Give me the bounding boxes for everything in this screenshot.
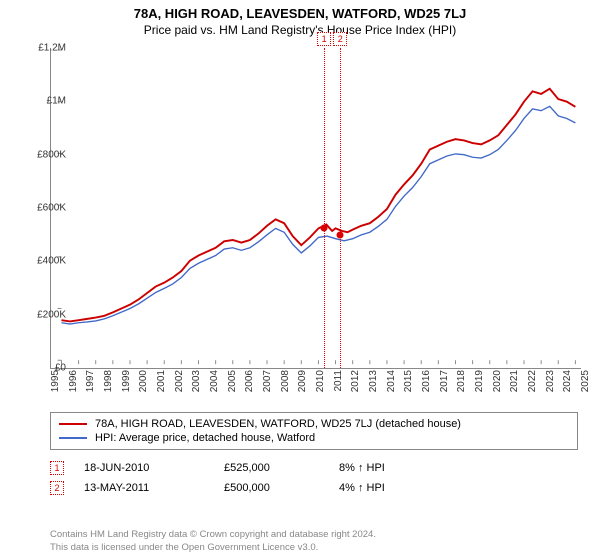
- y-tick-label: £600K: [37, 203, 66, 214]
- y-tick-label: £800K: [37, 149, 66, 160]
- x-tick-label: 2011: [333, 370, 344, 400]
- attribution-line1: Contains HM Land Registry data © Crown c…: [50, 529, 376, 541]
- transaction-date: 18-JUN-2010: [84, 462, 224, 474]
- x-tick-label: 2017: [439, 370, 450, 400]
- legend-box: 78A, HIGH ROAD, LEAVESDEN, WATFORD, WD25…: [50, 412, 578, 450]
- transaction-date: 13-MAY-2011: [84, 482, 224, 494]
- sale-marker-dot: [321, 225, 328, 232]
- x-tick-label: 2003: [191, 370, 202, 400]
- y-tick-label: £400K: [37, 256, 66, 267]
- transaction-price: £500,000: [224, 482, 339, 494]
- legend-panel: 78A, HIGH ROAD, LEAVESDEN, WATFORD, WD25…: [50, 412, 578, 498]
- x-tick-label: 2014: [386, 370, 397, 400]
- x-tick-label: 2007: [262, 370, 273, 400]
- transaction-marker: 2: [50, 481, 64, 495]
- x-tick-label: 2001: [156, 370, 167, 400]
- chart-subtitle: Price paid vs. HM Land Registry's House …: [0, 21, 600, 37]
- x-tick-label: 2013: [368, 370, 379, 400]
- x-tick-label: 1999: [121, 370, 132, 400]
- x-tick-label: 2002: [174, 370, 185, 400]
- x-tick-label: 2018: [456, 370, 467, 400]
- chart-plot-area: 12: [50, 48, 581, 369]
- x-tick-label: 2024: [562, 370, 573, 400]
- x-tick-label: 2020: [492, 370, 503, 400]
- y-tick-label: £1.2M: [38, 43, 66, 54]
- x-tick-label: 2012: [350, 370, 361, 400]
- x-tick-label: 2008: [280, 370, 291, 400]
- sale-marker-line: [324, 48, 325, 368]
- x-tick-label: 2019: [474, 370, 485, 400]
- x-tick-label: 1996: [68, 370, 79, 400]
- legend-label: HPI: Average price, detached house, Watf…: [95, 432, 315, 444]
- x-tick-label: 2010: [315, 370, 326, 400]
- legend-swatch: [59, 437, 87, 438]
- chart-title: 78A, HIGH ROAD, LEAVESDEN, WATFORD, WD25…: [0, 0, 600, 21]
- legend-item: HPI: Average price, detached house, Watf…: [59, 431, 569, 445]
- x-tick-label: 2000: [138, 370, 149, 400]
- transaction-hpi: 8% ↑ HPI: [339, 462, 439, 474]
- transactions-table: 1 18-JUN-2010£525,0008% ↑ HPI 2 13-MAY-2011…: [50, 458, 578, 498]
- x-tick-label: 2016: [421, 370, 432, 400]
- chart-container: 78A, HIGH ROAD, LEAVESDEN, WATFORD, WD25…: [0, 0, 600, 560]
- attribution: Contains HM Land Registry data © Crown c…: [50, 529, 376, 554]
- transaction-hpi: 4% ↑ HPI: [339, 482, 439, 494]
- x-tick-label: 1995: [50, 370, 61, 400]
- chart-svg: [51, 48, 581, 368]
- transaction-row: 2 13-MAY-2011£500,0004% ↑ HPI: [50, 478, 578, 498]
- y-tick-label: £1M: [47, 96, 66, 107]
- x-tick-label: 2021: [509, 370, 520, 400]
- x-tick-label: 2023: [545, 370, 556, 400]
- x-tick-label: 2009: [297, 370, 308, 400]
- legend-item: 78A, HIGH ROAD, LEAVESDEN, WATFORD, WD25…: [59, 417, 569, 431]
- attribution-line2: This data is licensed under the Open Gov…: [50, 542, 376, 554]
- y-tick-label: £200K: [37, 309, 66, 320]
- sale-marker-label: 2: [333, 32, 347, 46]
- x-tick-label: 2022: [527, 370, 538, 400]
- legend-swatch: [59, 423, 87, 425]
- x-tick-label: 2015: [403, 370, 414, 400]
- series-line: [61, 106, 575, 324]
- x-tick-label: 1997: [85, 370, 96, 400]
- transaction-row: 1 18-JUN-2010£525,0008% ↑ HPI: [50, 458, 578, 478]
- x-tick-label: 2005: [227, 370, 238, 400]
- x-tick-label: 2025: [580, 370, 591, 400]
- transaction-marker: 1: [50, 461, 64, 475]
- legend-label: 78A, HIGH ROAD, LEAVESDEN, WATFORD, WD25…: [95, 418, 461, 430]
- sale-marker-dot: [337, 231, 344, 238]
- x-tick-label: 2006: [244, 370, 255, 400]
- series-line: [61, 89, 575, 322]
- sale-marker-line: [340, 48, 341, 368]
- x-tick-label: 1998: [103, 370, 114, 400]
- sale-marker-label: 1: [317, 32, 331, 46]
- transaction-price: £525,000: [224, 462, 339, 474]
- x-tick-label: 2004: [209, 370, 220, 400]
